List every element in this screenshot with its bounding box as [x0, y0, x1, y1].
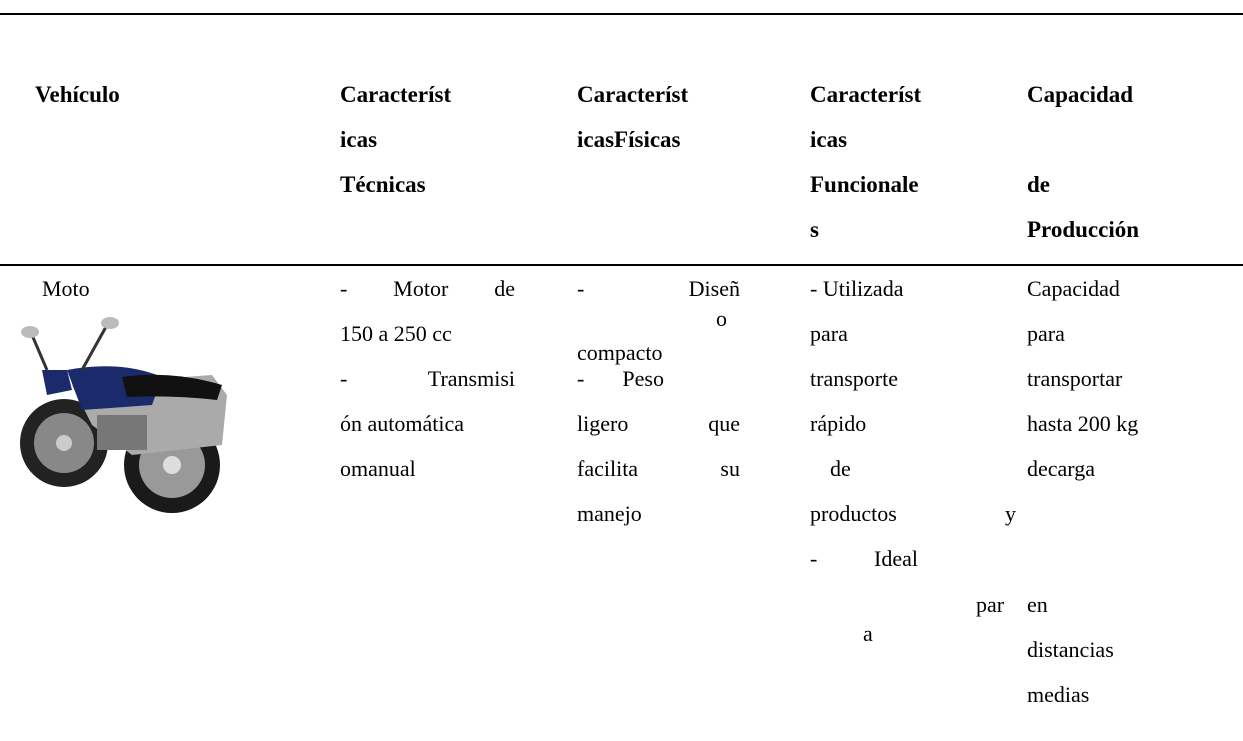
cell-text: - Utilizada [810, 276, 904, 301]
header-text: Capacidad [1027, 82, 1134, 107]
header-text: Técnicas [340, 172, 426, 197]
cell-text: ón automática [340, 411, 465, 436]
header-text: icasFísicas [577, 127, 681, 152]
cell-text: compacto [577, 340, 663, 365]
header-text: Característ [577, 82, 689, 107]
header-text: Funcionale [810, 172, 919, 197]
header-text: icas [810, 127, 848, 152]
cell-text: para [1027, 321, 1065, 346]
cell-text: decarga [1027, 456, 1095, 481]
header-text: Producción [1027, 217, 1140, 242]
header-text: icas [340, 127, 378, 152]
cell-text: o [716, 306, 727, 331]
cell-text: ligero que [577, 411, 740, 436]
header-text: s [810, 217, 819, 242]
cell-text: para [810, 321, 848, 346]
header-text: Característ [340, 82, 452, 107]
cell-text: Capacidad [1027, 276, 1120, 301]
cell-text: - Peso [577, 366, 664, 391]
cell-text: a [863, 621, 873, 646]
cell-text: omanual [340, 456, 416, 481]
cell-text: rápido [810, 411, 867, 436]
cell-text: - Transmisi [340, 366, 515, 391]
cell-text: transportar [1027, 366, 1123, 391]
cell-text: hasta 200 kg [1027, 411, 1139, 436]
cell-text: transporte [810, 366, 898, 391]
header-rule [0, 264, 1243, 266]
cell-text: - Ideal [810, 546, 918, 571]
cell-text: - Diseñ [577, 276, 740, 301]
cell-text: distancias [1027, 637, 1114, 662]
cell-text: medias [1027, 682, 1090, 707]
cell-text: - Motor de [340, 276, 515, 301]
header-text: de [1027, 172, 1050, 197]
motorcycle-image [20, 317, 227, 513]
cell-text: facilita su [577, 456, 740, 481]
cell-text: productos y [810, 501, 1016, 526]
cell-text: par [976, 592, 1005, 617]
cell-text: 150 a 250 cc [340, 321, 452, 346]
cell-text: de [830, 456, 851, 481]
header-text: Vehículo [35, 82, 120, 107]
top-rule [0, 13, 1243, 15]
header-text: Característ [810, 82, 922, 107]
cell-text: manejo [577, 501, 642, 526]
cell-text: en [1027, 592, 1048, 617]
cell-text: Moto [42, 276, 90, 301]
